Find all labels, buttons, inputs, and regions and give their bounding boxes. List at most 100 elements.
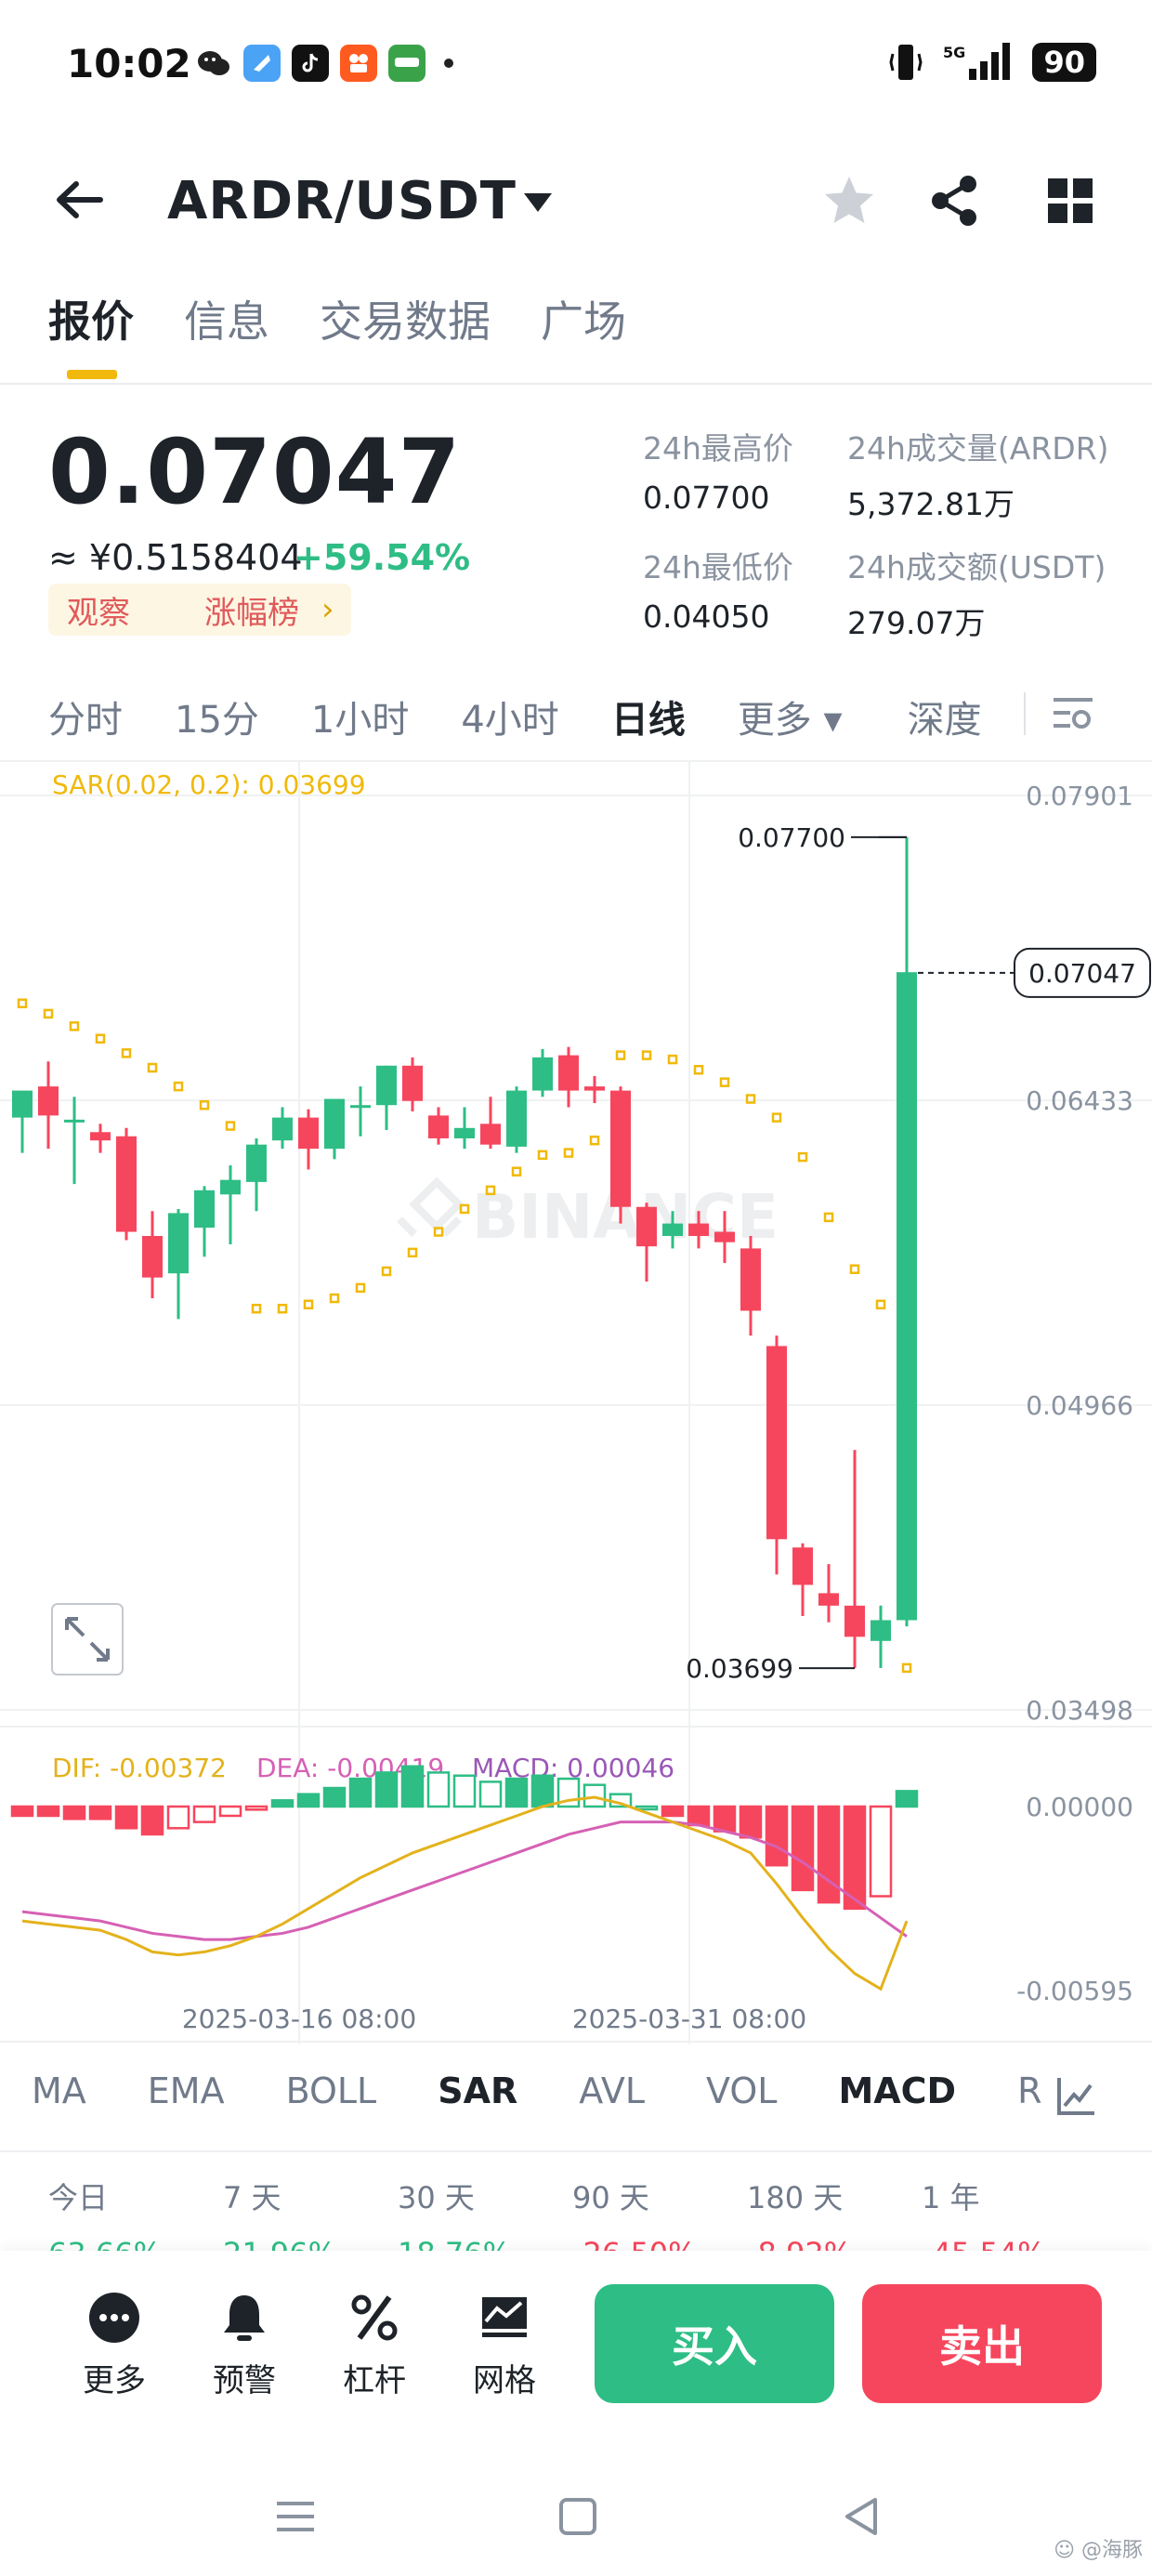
macd-histogram-bar xyxy=(426,1771,451,1808)
back-triangle-icon[interactable] xyxy=(836,2491,888,2543)
performance-strip: 今日 63.66% 7 天 21.96% 30 天 18.76% 90 天 -2… xyxy=(48,2175,1096,2256)
indicator-macd[interactable]: MACD xyxy=(838,2070,957,2111)
pair-selector[interactable]: ARDR/USDT xyxy=(167,171,517,231)
period-selector: 分时 15分 1小时 4小时 日线 更多 ▾ 深度 xyxy=(48,690,1034,743)
vibrate-icon xyxy=(889,45,923,80)
macd-dif-line xyxy=(21,1795,909,1991)
sar-label: SAR(0.02, 0.2): 0.03699 xyxy=(52,769,366,800)
period-15m[interactable]: 15分 xyxy=(175,699,259,742)
indicator-vol[interactable]: VOL xyxy=(706,2070,778,2111)
perf-1y: 1 年 -45.54% xyxy=(922,2175,1096,2256)
tag-gainers[interactable]: 涨幅榜 xyxy=(204,594,299,632)
macd-histogram-bar xyxy=(322,1786,347,1808)
sar-dot xyxy=(147,1062,158,1073)
indicator-boll[interactable]: BOLL xyxy=(285,2070,377,2111)
candle-body xyxy=(12,1090,33,1118)
sar-dot xyxy=(719,1077,730,1087)
expand-icon xyxy=(65,1617,110,1662)
candle-body xyxy=(142,1236,163,1278)
candle-body xyxy=(116,1136,137,1232)
perf-label: 90 天 xyxy=(572,2180,649,2215)
corner-watermark: ☺ @海豚 xyxy=(1054,2539,1143,2562)
home-square-icon[interactable] xyxy=(552,2491,604,2543)
x-axis-tick-label: 2025-03-31 08:00 xyxy=(572,2004,806,2034)
tab-info[interactable]: 信息 xyxy=(184,296,269,347)
macd-histogram-bar xyxy=(869,1805,893,1898)
buy-button[interactable]: 买入 xyxy=(595,2284,834,2403)
price-axis-label: 0.04966 xyxy=(1026,1390,1133,1421)
tab-square[interactable]: 广场 xyxy=(541,296,626,347)
chart-settings-icon[interactable] xyxy=(1050,692,1096,733)
indicator-ema[interactable]: EMA xyxy=(147,2070,225,2111)
candle-body xyxy=(844,1605,865,1637)
tag-watch[interactable]: 观察 xyxy=(67,594,130,632)
market-header: ARDR/USDT xyxy=(0,158,1152,242)
period-depth[interactable]: 深度 xyxy=(907,699,982,742)
indicator-sar[interactable]: SAR xyxy=(438,2070,518,2111)
caret-down-icon[interactable] xyxy=(522,191,554,214)
macd-axis-label: 0.00000 xyxy=(1026,1792,1133,1822)
system-status: 5G 90 xyxy=(887,41,1096,84)
period-1d[interactable]: 日线 xyxy=(610,699,686,742)
candle-body xyxy=(558,1055,579,1091)
browser-icon xyxy=(243,45,281,82)
period-timeline[interactable]: 分时 xyxy=(48,699,123,742)
chevron-right-icon[interactable]: › xyxy=(321,591,334,628)
indicator-avl[interactable]: AVL xyxy=(579,2070,646,2111)
candle-body xyxy=(454,1127,475,1138)
grid-button[interactable]: 网格 xyxy=(453,2290,556,2400)
macd-histogram-bar xyxy=(374,1771,399,1808)
macd-histogram-bar xyxy=(504,1777,529,1808)
share-icon[interactable] xyxy=(927,173,983,229)
bell-icon xyxy=(224,2295,265,2341)
stat-24h-volume: 24h成交量(ARDR) 5,372.81万 xyxy=(847,424,1109,524)
period-4h[interactable]: 4小时 xyxy=(461,699,559,742)
sar-dot xyxy=(69,1021,80,1032)
perf-label: 30 天 xyxy=(398,2180,475,2215)
macd-histogram-bar xyxy=(296,1793,321,1808)
perf-180d: 180 天 -8.92% xyxy=(747,2175,922,2256)
tab-trading-data[interactable]: 交易数据 xyxy=(320,296,491,347)
sar-dot xyxy=(875,1299,886,1310)
sar-dot xyxy=(17,998,28,1008)
period-more-dropdown[interactable]: 更多 ▾ xyxy=(737,699,843,742)
tiktok-icon xyxy=(292,45,329,82)
sar-dot xyxy=(173,1081,184,1092)
sell-button[interactable]: 卖出 xyxy=(862,2284,1102,2403)
price-axis-label: 0.03498 xyxy=(1026,1695,1133,1726)
indicator-rsi[interactable]: R xyxy=(1017,2070,1042,2111)
divider xyxy=(0,383,1152,385)
period-1h[interactable]: 1小时 xyxy=(310,699,410,742)
sar-dot xyxy=(329,1293,340,1304)
candle-body xyxy=(662,1223,683,1237)
sar-dot xyxy=(849,1264,860,1275)
indicator-ma[interactable]: MA xyxy=(32,2070,86,2111)
more-button[interactable]: 更多 xyxy=(63,2290,165,2400)
sar-dot xyxy=(485,1185,496,1196)
macd-histogram-bar xyxy=(348,1777,373,1808)
sar-dot xyxy=(667,1054,678,1065)
candle-body xyxy=(688,1223,709,1237)
favorite-star-icon[interactable] xyxy=(821,173,877,229)
sar-dot xyxy=(225,1121,236,1131)
candle-body xyxy=(324,1098,345,1150)
macd-histogram-bar xyxy=(114,1805,138,1830)
alert-button[interactable]: 预警 xyxy=(193,2290,295,2400)
tag-strip[interactable]: 观察 涨幅榜 › xyxy=(48,584,351,636)
stat-value: 0.07700 xyxy=(643,480,770,516)
candle-body xyxy=(532,1057,553,1091)
macd-histogram-bar xyxy=(36,1805,60,1818)
battery-indicator: 90 xyxy=(1032,43,1096,82)
layout-grid-icon[interactable] xyxy=(1042,173,1098,229)
candle-body xyxy=(272,1117,293,1141)
page-tabs: 报价 信息 交易数据 广场 xyxy=(48,288,626,379)
leverage-button[interactable]: 杠杆 xyxy=(323,2290,425,2400)
indicator-edit-icon[interactable] xyxy=(1054,2072,1100,2119)
divider xyxy=(1024,692,1026,735)
tool-label: 预警 xyxy=(213,2362,276,2399)
menu-icon[interactable] xyxy=(269,2491,321,2543)
tab-quote[interactable]: 报价 xyxy=(48,288,134,379)
price-axis-label: 0.06433 xyxy=(1026,1085,1133,1116)
back-arrow-icon[interactable] xyxy=(54,177,106,223)
